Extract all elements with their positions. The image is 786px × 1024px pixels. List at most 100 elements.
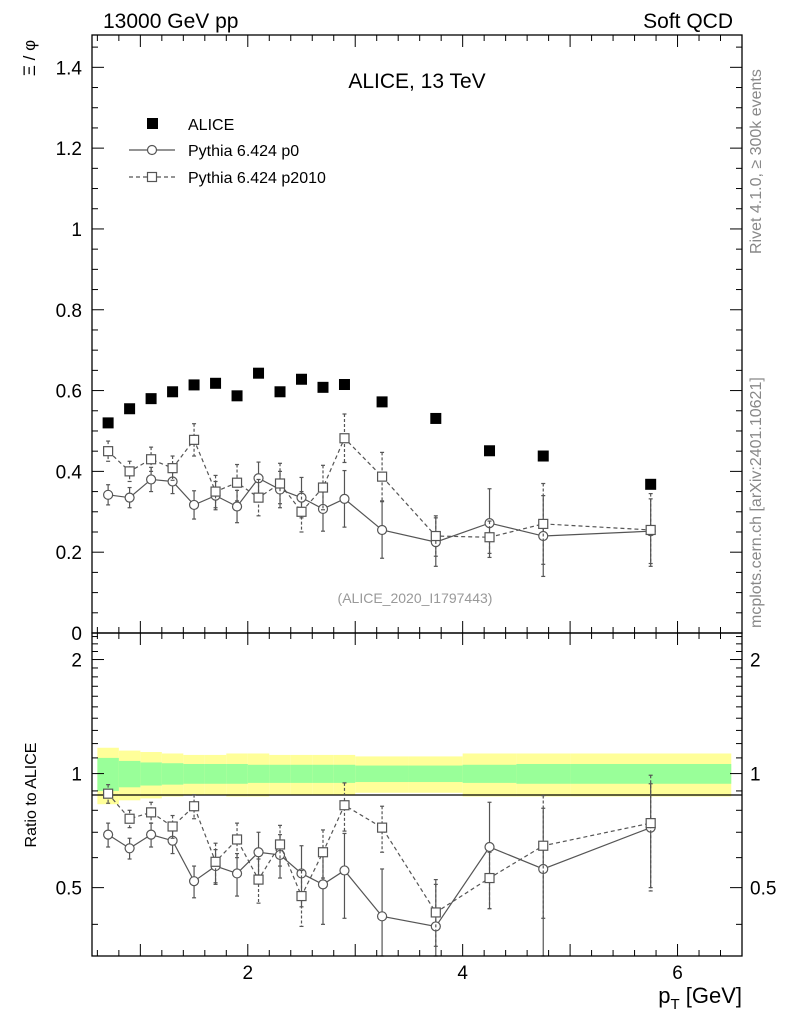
legend: ALICE Pythia 6.424 p0 Pythia 6.424 p2010 (129, 117, 326, 187)
stat-uncertainty-band (462, 764, 517, 783)
ratio-p2010-point (103, 788, 114, 799)
main-ytick-label: 1.2 (56, 139, 82, 160)
main-ytick-label: 0 (71, 624, 82, 645)
main-panel: 0 0.2 0.4 0.6 0.8 1 1.2 1.4 ALICE, 13 TeV (ALIC… (20, 34, 743, 645)
main-alice-point (317, 381, 329, 393)
ratio-p2010-point (167, 821, 178, 832)
main-p2010-point (430, 530, 441, 542)
main-p2010-point (145, 454, 157, 465)
main-p0-point (231, 501, 243, 512)
main-title: ALICE, 13 TeV (348, 70, 485, 93)
stat-uncertainty-band (97, 757, 119, 791)
stat-uncertainty-band (247, 764, 270, 783)
main-p2010-point (339, 433, 350, 444)
ratio-xtick-label: 6 (672, 963, 683, 984)
main-alice-point (296, 373, 308, 385)
main-p0-point (317, 503, 329, 515)
main-p2010-point (188, 434, 200, 445)
ratio-p0-point (339, 865, 350, 876)
stat-uncertainty-band (161, 763, 184, 785)
legend-marker-alice (147, 118, 158, 129)
ratio-p2010-point (253, 874, 264, 885)
stat-uncertainty-band (516, 763, 571, 784)
main-alice-point (145, 393, 157, 405)
ratio-p2010-point (645, 818, 656, 829)
main-alice-point (167, 386, 179, 398)
ratio-bands (97, 747, 732, 805)
x-axis-label-sub: T (670, 996, 679, 1013)
main-ytick-label: 1 (71, 220, 82, 241)
main-p2010-point (376, 471, 388, 482)
legend-label-p2010: Pythia 6.424 p2010 (188, 170, 326, 187)
ratio-p2010-line (107, 793, 651, 914)
ratio-ylabel: Ratio to ALICE (23, 743, 40, 848)
main-p2010-point (645, 524, 656, 536)
stat-uncertainty-band (408, 765, 463, 783)
main-alice-point (537, 450, 549, 462)
legend-label-p0: Pythia 6.424 p0 (188, 143, 299, 160)
ratio-p0-point (103, 829, 114, 840)
main-p2010-point (484, 532, 495, 543)
main-p2010-point (210, 486, 221, 497)
ratio-p2010-point (376, 822, 388, 833)
main-p2010-point (231, 477, 243, 488)
ratio-p2010-point (124, 813, 135, 824)
main-alice-point (274, 386, 286, 398)
stat-uncertainty-band (312, 764, 334, 783)
main-alice-point (102, 417, 114, 429)
main-data-layer (102, 367, 657, 578)
x-axis-label-unit: [GeV] (680, 983, 742, 1008)
ratio-data-layer (103, 774, 656, 957)
header-right: Soft QCD (643, 10, 733, 33)
main-p0-point (124, 492, 135, 503)
ratio-p2010-point (145, 807, 157, 818)
ratio-p0-point (484, 841, 495, 853)
main-ytick-label: 0.6 (56, 382, 82, 403)
ratio-p2010-point (484, 872, 495, 884)
ratio-ytick-label-left: 0.5 (56, 879, 82, 900)
ratio-p2010-point (430, 907, 441, 918)
main-p2010-point (274, 478, 286, 489)
stat-uncertainty-band (570, 763, 732, 784)
main-alice-point (124, 403, 136, 415)
main-alice-point (430, 412, 442, 424)
ratio-p0-point (145, 829, 157, 840)
main-p0-point (253, 473, 264, 484)
main-alice-point (645, 478, 657, 490)
ratio-p0-point (124, 843, 135, 854)
ratio-p0-line (107, 827, 651, 928)
x-axis-label: pT [GeV] (658, 983, 742, 1013)
main-p2010-point (317, 482, 329, 493)
main-p2010-point (296, 506, 307, 517)
main-alice-point (338, 379, 350, 391)
main-alice-point (210, 377, 222, 389)
stat-uncertainty-band (204, 763, 227, 784)
main-p2010-point (167, 463, 178, 474)
stat-uncertainty-band (333, 764, 356, 783)
main-alice-point (188, 379, 200, 391)
ratio-p0-point (376, 911, 388, 922)
mcplots-label: mcplots.cern.ch [arXiv:2401.10621] (748, 377, 765, 628)
ratio-xtick-label: 4 (457, 963, 468, 984)
main-ytick-label: 1.4 (56, 58, 83, 79)
ratio-p2010-point (317, 847, 329, 858)
main-alice-point (376, 396, 388, 408)
x-axis-label-main: p (658, 983, 670, 1008)
main-p0-point (188, 499, 200, 511)
stat-uncertainty-band (183, 763, 205, 784)
ratio-p0-point (188, 876, 200, 887)
main-ytick-label: 0.4 (56, 462, 83, 483)
main-p0-point (376, 524, 388, 536)
main-p0-point (339, 493, 350, 504)
main-p2010-point (124, 466, 135, 477)
ratio-ytick-label-left: 1 (71, 765, 82, 786)
stat-uncertainty-band (118, 760, 141, 788)
ratio-p2010-point (538, 840, 549, 851)
main-p0-point (103, 489, 114, 500)
main-p2010-point (103, 446, 114, 457)
stat-uncertainty-band (140, 762, 162, 786)
main-p2010-point (538, 518, 549, 530)
main-alice-point (484, 445, 496, 457)
analysis-id: (ALICE_2020_I1797443) (338, 590, 493, 606)
